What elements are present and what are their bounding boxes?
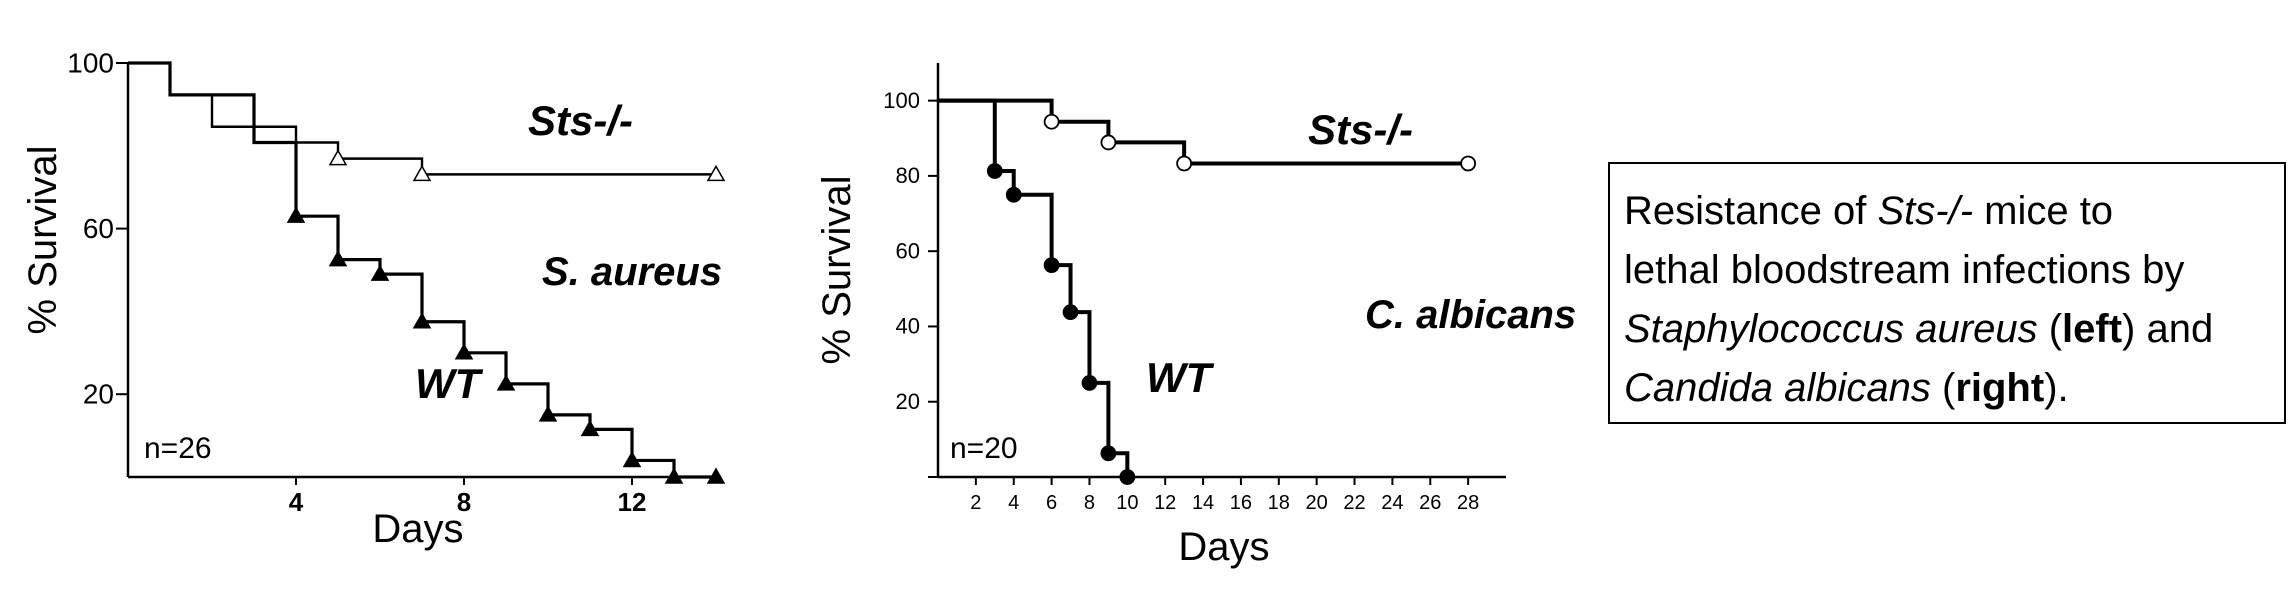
- y-tick-label: 100: [67, 47, 114, 78]
- x-tick-label: 12: [618, 487, 647, 517]
- x-tick-label: 2: [970, 492, 981, 514]
- x-axis-title: Days: [372, 507, 463, 551]
- marker-wt: [370, 264, 390, 281]
- marker-sts: [706, 164, 726, 182]
- series-label-sts: Sts-/-: [528, 97, 633, 144]
- x-tick-label: 8: [1084, 492, 1095, 514]
- marker-wt: [1043, 257, 1060, 274]
- caption-box: Resistance of Sts-/- mice to lethal bloo…: [1608, 162, 2286, 424]
- marker-wt: [1062, 304, 1079, 321]
- marker-wt: [580, 419, 600, 437]
- marker-wt: [1005, 186, 1022, 203]
- marker-wt: [454, 343, 474, 360]
- x-tick-label: 22: [1343, 492, 1365, 514]
- marker-wt: [496, 374, 516, 391]
- sample-size-label: n=26: [144, 432, 212, 465]
- organism-label: C. albicans: [1365, 293, 1576, 337]
- marker-wt: [986, 163, 1003, 179]
- x-axis-title: Days: [1178, 525, 1269, 569]
- y-tick-label: 20: [896, 389, 920, 414]
- x-tick-label: 4: [289, 487, 304, 517]
- x-tick-label: 6: [1046, 492, 1057, 514]
- marker-wt: [622, 450, 642, 468]
- x-tick-label: 8: [457, 487, 471, 517]
- y-axis-title: % Survival: [815, 176, 859, 365]
- x-tick-label: 16: [1230, 492, 1252, 514]
- x-tick-label: 18: [1268, 492, 1290, 514]
- chart-s-aureus: 20 60 100 4 8 12 Days % Survival Sts-/- WT S. aure…: [21, 47, 726, 551]
- x-tick-label: 28: [1457, 492, 1479, 514]
- marker-sts: [1460, 155, 1477, 172]
- marker-sts: [1100, 134, 1117, 151]
- series-label-sts: Sts-/-: [1308, 106, 1413, 153]
- marker-sts: [328, 149, 348, 166]
- marker-sts: [1043, 113, 1060, 130]
- x-tick-label: 14: [1192, 492, 1214, 514]
- marker-wt: [664, 467, 684, 484]
- x-tick-label: 12: [1154, 492, 1176, 514]
- marker-sts: [1176, 155, 1193, 172]
- x-tick-label: 24: [1381, 492, 1403, 514]
- marker-wt: [1081, 375, 1098, 391]
- marker-sts: [412, 164, 432, 182]
- caption-line-1: Resistance of Sts-/- mice to: [1624, 189, 2114, 233]
- caption-line-3: Staphylococcus aureus (left) and: [1624, 307, 2214, 351]
- y-tick-label: 20: [83, 379, 114, 410]
- x-tick-label: 20: [1306, 492, 1328, 514]
- marker-wt: [538, 405, 558, 422]
- organism-label: S. aureus: [542, 250, 722, 294]
- marker-wt: [328, 250, 348, 267]
- y-tick-label: 40: [896, 314, 920, 339]
- y-axis-title: % Survival: [21, 146, 65, 335]
- survival-curve-wt: [128, 61, 716, 479]
- caption-line-2: lethal bloodstream infections by: [1624, 248, 2185, 292]
- x-tick-label: 10: [1116, 492, 1138, 514]
- series-label-wt: WT: [415, 360, 484, 407]
- y-tick-label: 100: [883, 88, 920, 113]
- survival-curve-wt: [938, 98, 1130, 477]
- marker-wt: [1119, 469, 1136, 485]
- marker-wt: [706, 467, 726, 484]
- y-tick-label: 60: [83, 213, 114, 244]
- y-tick-label: 60: [896, 238, 920, 263]
- sample-size-label: n=20: [950, 432, 1018, 465]
- x-tick-label: 4: [1008, 492, 1019, 514]
- marker-wt: [286, 206, 306, 223]
- x-tick-label: 26: [1419, 492, 1441, 514]
- marker-wt: [412, 312, 432, 329]
- marker-wt: [1100, 445, 1117, 462]
- caption-line-4: Candida albicans (right).: [1624, 366, 2069, 410]
- series-label-wt: WT: [1146, 354, 1215, 401]
- y-tick-label: 80: [896, 163, 920, 188]
